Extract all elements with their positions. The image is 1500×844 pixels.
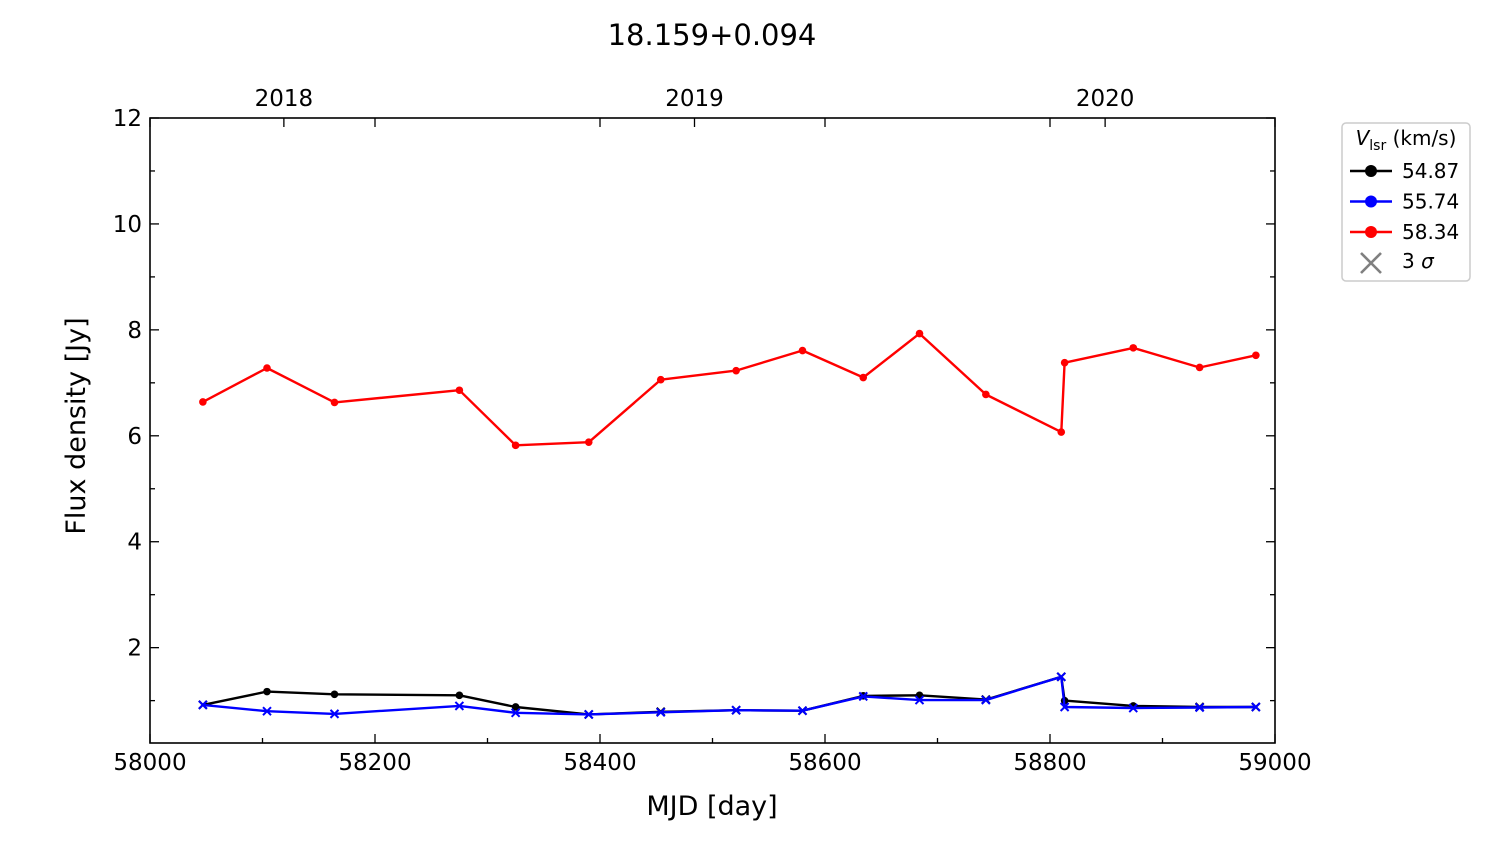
data-point	[263, 364, 271, 372]
legend-title: Vlsr (km/s)	[1356, 126, 1457, 154]
upper-limit-marker	[656, 707, 666, 717]
data-point	[859, 373, 868, 382]
data-point	[584, 438, 593, 446]
upper-limit-marker	[510, 708, 521, 718]
data-point	[1060, 358, 1069, 367]
data-point	[330, 398, 339, 407]
upper-limit-marker	[797, 705, 808, 716]
series-1	[198, 672, 1261, 720]
data-point	[455, 386, 464, 395]
y-tick-label: 8	[127, 318, 142, 344]
x-tick-label: 58200	[338, 750, 411, 776]
x-tick-label: 58600	[788, 750, 861, 776]
legend-label-3sigma: 3 σ	[1402, 249, 1435, 273]
y-axis: 2 4 6 8 10 12	[113, 106, 1275, 702]
upper-limit-marker	[858, 691, 868, 702]
data-point	[656, 375, 665, 384]
x-tick-label: 59000	[1238, 750, 1311, 776]
legend-label: 54.87	[1402, 159, 1459, 183]
legend-marker	[1365, 165, 1377, 177]
upper-limit-marker	[454, 701, 465, 711]
upper-limit-marker	[914, 695, 925, 705]
upper-limit-marker	[1128, 703, 1138, 713]
data-point	[263, 687, 271, 696]
data-point	[915, 329, 924, 338]
series-line	[202, 332, 1257, 447]
legend-label: 55.74	[1402, 190, 1459, 214]
x-axis-title: MJD [day]	[646, 791, 777, 822]
x-axis: 58000 58200 58400 58600 58800 59000	[113, 118, 1312, 776]
upper-limit-marker	[731, 705, 741, 715]
year-tick-label: 2020	[1076, 86, 1135, 112]
legend-marker	[1365, 226, 1377, 238]
series-line	[202, 675, 1256, 716]
y-tick-label: 12	[113, 106, 142, 132]
upper-limit-marker	[1056, 672, 1066, 682]
upper-limit-marker	[1194, 702, 1205, 713]
series-2	[199, 329, 1260, 450]
legend-3sigma-marker	[1360, 252, 1382, 274]
upper-limit-marker	[262, 706, 272, 716]
series-layer	[198, 329, 1261, 720]
data-point	[982, 390, 990, 399]
x-tick-label: 58400	[563, 750, 636, 776]
legend-box	[1341, 122, 1471, 282]
x-tick-label: 58000	[113, 750, 186, 776]
chart-title: 18.159+0.094	[608, 18, 817, 52]
data-point	[1057, 428, 1066, 436]
upper-limit-marker	[981, 695, 991, 705]
upper-limit-marker	[1059, 702, 1070, 712]
upper-limit-marker	[584, 709, 594, 720]
top-year-axis: 2018 2019 2020	[255, 86, 1135, 127]
upper-limit-marker	[198, 700, 208, 710]
y-tick-label: 2	[127, 636, 142, 662]
data-point	[1195, 363, 1204, 372]
data-point	[455, 691, 464, 700]
data-point	[511, 441, 520, 450]
legend: Vlsr (km/s) 54.87 55.74 58.34 3 σ	[1341, 122, 1471, 282]
upper-limit-marker	[329, 709, 340, 719]
y-tick-label: 6	[127, 424, 142, 450]
x-tick-label: 58800	[1013, 750, 1086, 776]
data-point	[1252, 351, 1260, 360]
y-tick-label: 10	[113, 212, 142, 238]
data-point	[798, 346, 807, 355]
plot-frame	[149, 117, 1276, 744]
y-axis-title: Flux density [Jy]	[61, 317, 92, 534]
legend-entries: 54.87 55.74 58.34	[1350, 159, 1459, 274]
data-point	[1129, 344, 1138, 352]
data-point	[732, 366, 740, 375]
upper-limit-marker	[1251, 702, 1261, 712]
data-point	[511, 703, 520, 711]
data-point	[330, 690, 339, 699]
data-point	[199, 398, 207, 406]
year-tick-label: 2018	[255, 86, 314, 112]
year-tick-label: 2019	[665, 86, 724, 112]
legend-marker	[1365, 195, 1377, 208]
y-tick-label: 4	[127, 530, 142, 556]
legend-label: 58.34	[1402, 220, 1459, 244]
